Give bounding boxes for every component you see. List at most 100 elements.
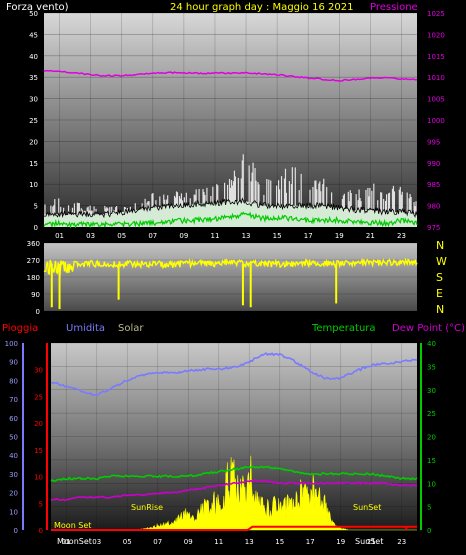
pressure-y-tick-label: 980 xyxy=(427,203,440,211)
humidity-y-tick-label: 80 xyxy=(9,377,18,385)
compass-n-top: N xyxy=(436,239,444,252)
wind-x-tick-label: 05 xyxy=(117,232,126,240)
direction-series xyxy=(43,257,418,310)
wind-x-tick-label: 17 xyxy=(304,232,313,240)
wind-series xyxy=(43,69,418,229)
wind-x-tick-label: 15 xyxy=(273,232,282,240)
wind-x-tick-label: 03 xyxy=(86,232,95,240)
pressure-y-tick-label: 990 xyxy=(427,160,440,168)
climate-x-tick-label: 11 xyxy=(214,538,223,546)
humidity-line xyxy=(50,352,418,397)
wind-x-tick-label: 23 xyxy=(397,232,406,240)
pressure-y-tick-label: 1010 xyxy=(427,74,445,82)
wind-y-tick-label: 50 xyxy=(29,10,38,18)
climate-x-tick-label: 01 xyxy=(62,538,71,546)
humidity-y-tick-label: 10 xyxy=(9,508,18,516)
wind-y-tick-label: 25 xyxy=(29,117,38,125)
direction-line xyxy=(43,257,418,278)
wind-y-tick-label: 15 xyxy=(29,160,38,168)
rain-y-tick-label: 5 xyxy=(39,500,43,508)
direction-grid xyxy=(44,242,417,312)
humidity-y-tick-label: 50 xyxy=(9,434,18,442)
wind-grid xyxy=(44,12,417,228)
pressure-y-tick-label: 1005 xyxy=(427,96,445,104)
climate-x-tick-label: 05 xyxy=(123,538,132,546)
sunset-label: SunSet xyxy=(353,503,381,512)
wind-x-tick-label: 01 xyxy=(55,232,64,240)
climate-x-tick-label: 17 xyxy=(306,538,315,546)
moon-set-label: Moon Set xyxy=(54,521,91,530)
rain-y-tick-label: 10 xyxy=(34,474,43,482)
climate-x-tick-label: 19 xyxy=(336,538,345,546)
pressure-y-tick-label: 985 xyxy=(427,181,440,189)
wind-y-tick-label: 35 xyxy=(29,74,38,82)
pressure-line xyxy=(43,69,418,82)
dewpoint-axis-title: Dew Point (°C) xyxy=(392,323,465,334)
pressure-y-tick-label: 975 xyxy=(427,224,440,232)
rain-axis-title: Pioggia xyxy=(2,323,38,334)
wind-y-tick-label: 45 xyxy=(29,31,38,39)
wind-x-tick-label: 09 xyxy=(179,232,188,240)
temp-y-tick-label: 15 xyxy=(427,457,436,465)
wind-y-tick-label: 10 xyxy=(29,181,38,189)
humidity-axis-title: Umidita xyxy=(66,323,105,334)
temp-y-tick-label: 5 xyxy=(427,504,431,512)
humidity-y-tick-label: 70 xyxy=(9,396,18,404)
pressure-y-tick-label: 1015 xyxy=(427,53,445,61)
climate-x-tick-label: 13 xyxy=(245,538,254,546)
wind-y-tick-label: 30 xyxy=(29,96,38,104)
solar-label: Solar xyxy=(118,323,144,334)
humidity-y-tick-label: 0 xyxy=(14,527,18,535)
climate-x-tick-label: 03 xyxy=(92,538,101,546)
wind-x-tick-label: 13 xyxy=(242,232,251,240)
direction-y-tick-label: 180 xyxy=(27,274,40,282)
temperature-axis-title: Temperatura xyxy=(311,323,376,334)
temp-y-tick-label: 10 xyxy=(427,480,436,488)
compass-e: E xyxy=(436,287,443,300)
pressure-y-tick-label: 1000 xyxy=(427,117,445,125)
wind-low-line xyxy=(43,211,418,229)
direction-tick-labels: 0 90 180 270 360 xyxy=(27,240,40,316)
climate-tick-labels: 0510152025303540010203040506070809010005… xyxy=(5,340,436,546)
wind-x-tick-label: 07 xyxy=(148,232,157,240)
wind-tick-labels: 0510152025303540455097598098599099510001… xyxy=(29,10,445,240)
humidity-y-tick-label: 100 xyxy=(5,340,18,348)
wind-x-tick-label: 19 xyxy=(335,232,344,240)
pressure-y-tick-label: 1025 xyxy=(427,10,445,18)
chart-title: 24 hour graph day : Maggio 16 2021 xyxy=(170,2,353,13)
temp-y-tick-label: 20 xyxy=(427,434,436,442)
climate-x-tick-label: 09 xyxy=(184,538,193,546)
wind-axis-title: Forza vento) xyxy=(6,2,69,13)
climate-x-tick-label: 07 xyxy=(153,538,162,546)
rain-y-tick-label: 25 xyxy=(34,393,43,401)
direction-y-tick-label: 90 xyxy=(31,291,40,299)
wind-y-tick-label: 20 xyxy=(29,138,38,146)
wind-y-tick-label: 0 xyxy=(34,224,38,232)
wind-x-tick-label: 21 xyxy=(366,232,375,240)
rain-y-tick-label: 15 xyxy=(34,447,43,455)
climate-series xyxy=(50,352,418,531)
temp-y-tick-label: 35 xyxy=(427,363,436,371)
moon-set-label-2: MoonSet xyxy=(57,537,92,546)
pressure-y-tick-label: 995 xyxy=(427,138,440,146)
wind-x-tick-label: 11 xyxy=(210,232,219,240)
direction-plot-area xyxy=(44,243,417,311)
temp-y-tick-label: 30 xyxy=(427,387,436,395)
temp-y-tick-label: 25 xyxy=(427,410,436,418)
rain-y-tick-label: 0 xyxy=(39,527,43,535)
humidity-y-tick-label: 20 xyxy=(9,490,18,498)
climate-x-tick-label: 21 xyxy=(367,538,376,546)
humidity-y-tick-label: 90 xyxy=(9,359,18,367)
wind-average-line xyxy=(43,197,418,219)
direction-y-tick-label: 0 xyxy=(36,308,40,316)
direction-y-tick-label: 270 xyxy=(27,257,40,265)
humidity-y-tick-label: 60 xyxy=(9,415,18,423)
wind-y-tick-label: 5 xyxy=(34,203,38,211)
compass-w: W xyxy=(436,255,447,268)
rain-line xyxy=(51,525,417,531)
humidity-y-tick-label: 30 xyxy=(9,471,18,479)
pressure-axis-title: Pressione xyxy=(370,2,418,13)
sunrise-label: SunRise xyxy=(131,503,163,512)
temperature-line xyxy=(50,465,418,483)
